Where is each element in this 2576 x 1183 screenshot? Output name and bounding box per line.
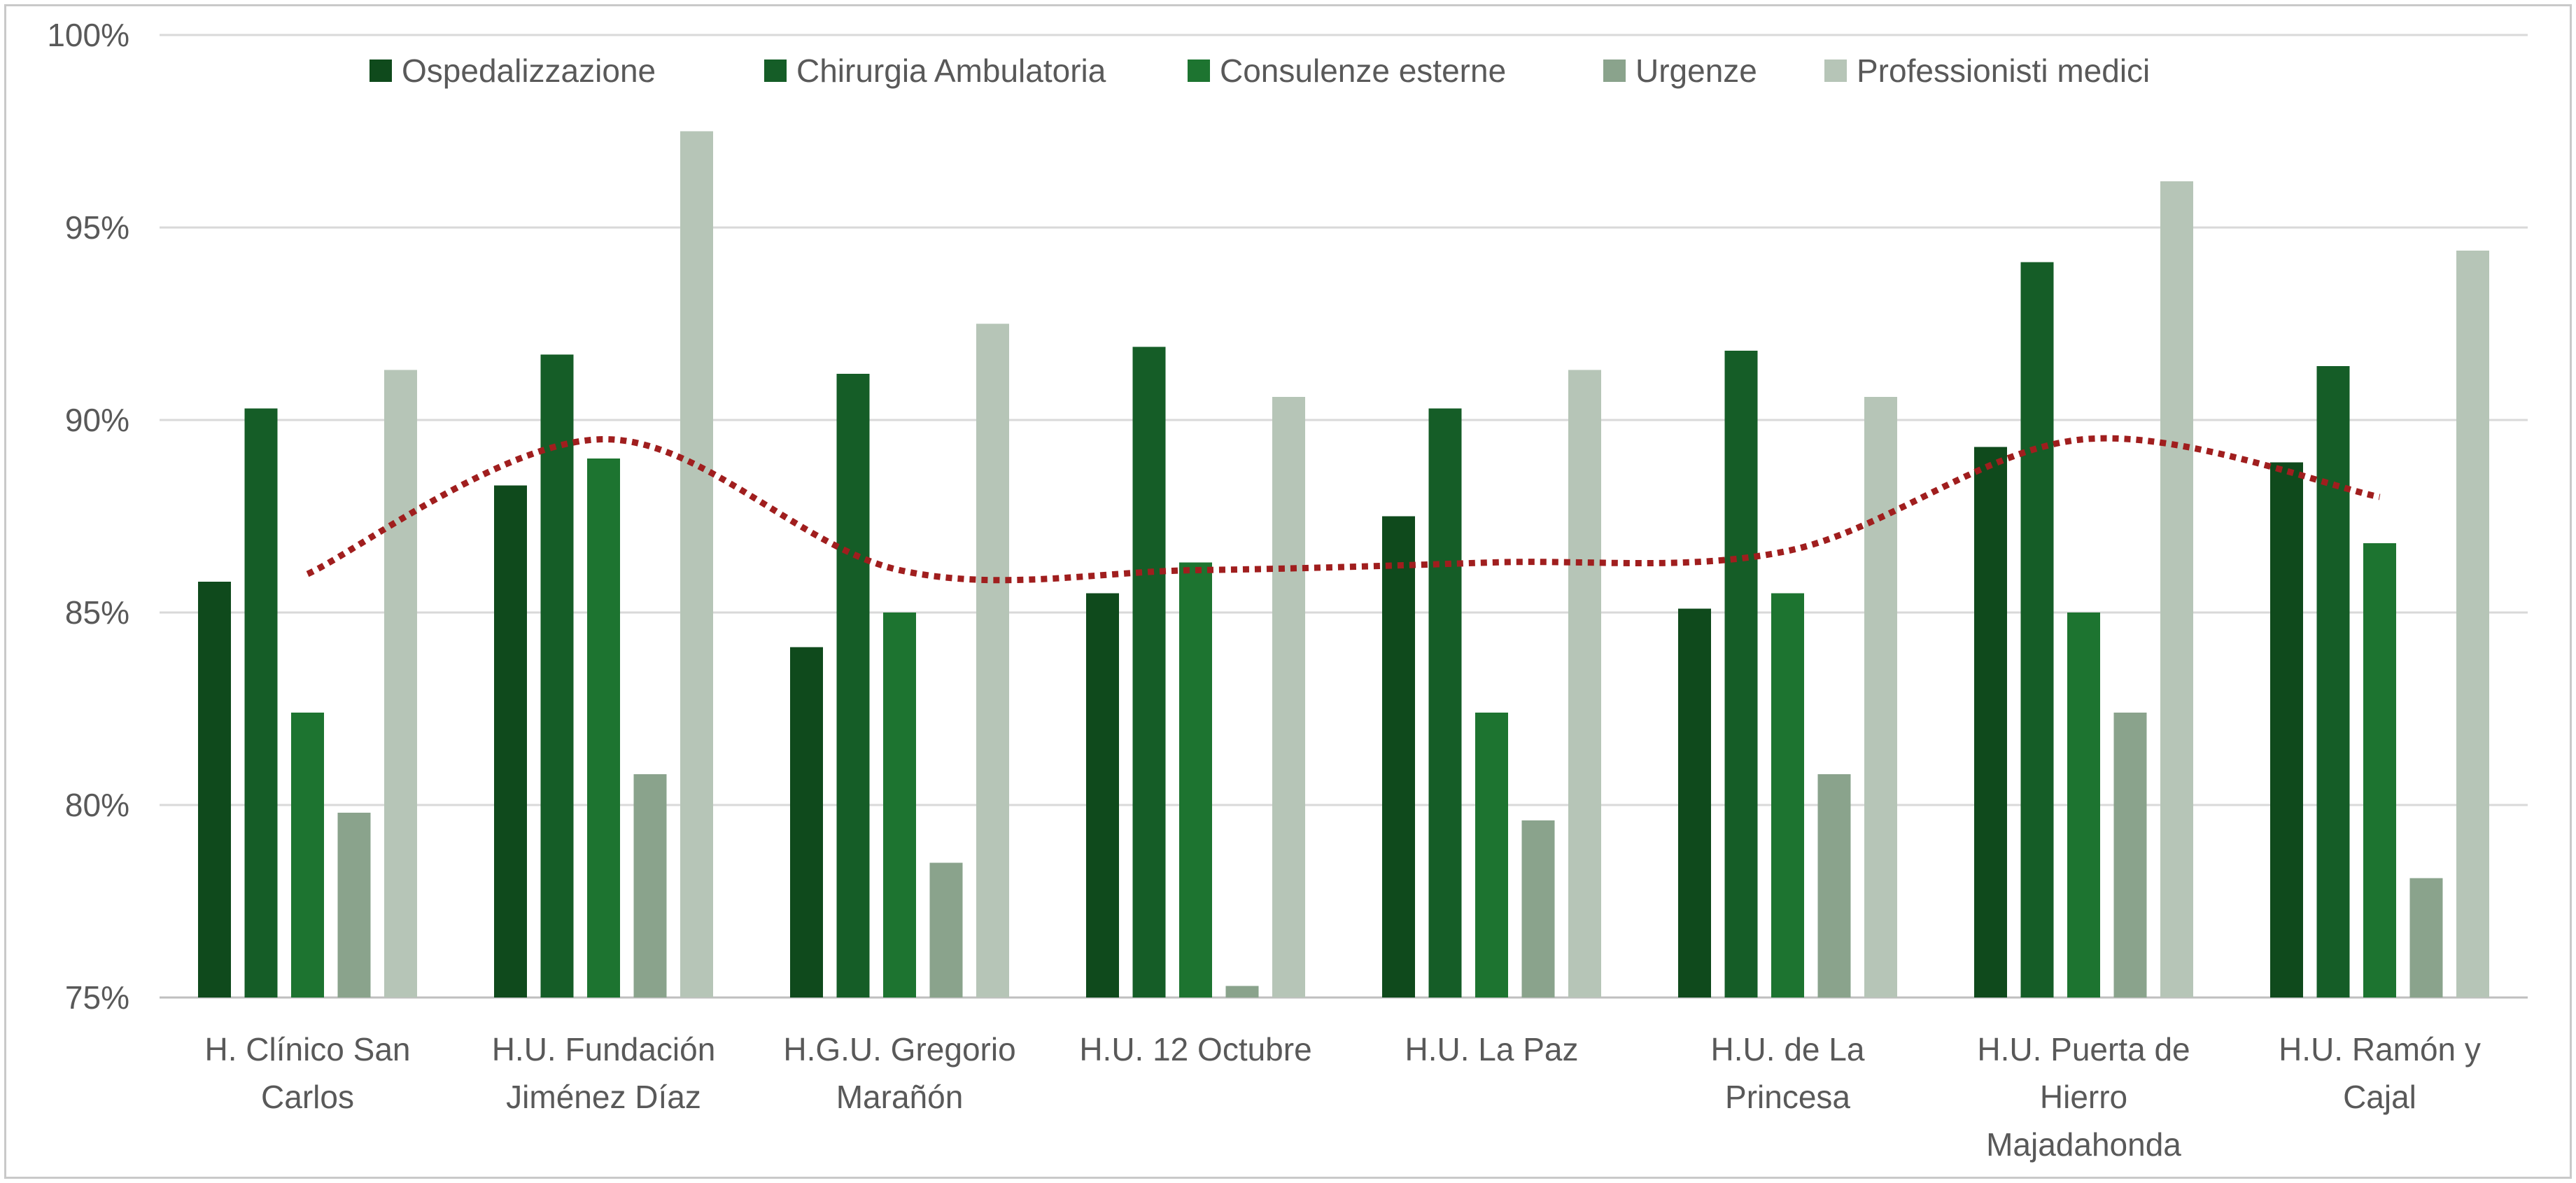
x-tick-label: H.G.U. Gregorio	[783, 1031, 1015, 1068]
y-tick-label: 100%	[47, 17, 129, 53]
x-tick-label: Majadahonda	[1986, 1126, 2181, 1163]
y-tick-label: 90%	[65, 402, 129, 438]
bar-ospedalizzazione	[1678, 608, 1711, 997]
legend-label: Consulenze esterne	[1220, 52, 1506, 89]
legend: Ospedalizzazione Chirurgia Ambulatoria Con…	[369, 52, 2150, 89]
bar-chirurgia-ambulatoria	[1132, 346, 1166, 997]
legend-swatch	[369, 59, 392, 82]
bar-ospedalizzazione	[494, 485, 527, 997]
bar-professionisti-medici	[2456, 251, 2489, 997]
bar-urgenze	[2409, 878, 2443, 997]
bar-ospedalizzazione	[2270, 462, 2303, 997]
bars	[198, 131, 2489, 997]
x-tick-label: H.U. La Paz	[1405, 1031, 1579, 1068]
bar-chirurgia-ambulatoria	[836, 374, 870, 997]
bar-ospedalizzazione	[1086, 593, 1119, 997]
legend-label: Chirurgia Ambulatoria	[796, 52, 1106, 89]
y-tick-label: 95%	[65, 209, 129, 246]
trendline-group	[306, 435, 2381, 584]
x-tick-label: Princesa	[1725, 1079, 1850, 1115]
x-tick-label: Jiménez Díaz	[506, 1079, 701, 1115]
bar-urgenze	[1817, 774, 1851, 997]
bar-ospedalizzazione	[1974, 447, 2007, 997]
x-tick-label: H.U. 12 Octubre	[1079, 1031, 1311, 1068]
bar-professionisti-medici	[2160, 181, 2193, 997]
bar-chirurgia-ambulatoria	[2316, 366, 2350, 997]
bar-consulenze-esterne	[587, 458, 620, 997]
x-tick-label: Hierro	[2040, 1079, 2127, 1115]
bar-consulenze-esterne	[2363, 543, 2396, 997]
x-tick-label: H. Clínico San	[204, 1031, 410, 1068]
bar-professionisti-medici	[680, 131, 713, 997]
bar-consulenze-esterne	[1771, 593, 1804, 997]
bar-professionisti-medici	[384, 370, 417, 997]
legend-label: Ospedalizzazione	[402, 52, 656, 89]
legend-label: Professionisti medici	[1857, 52, 2150, 89]
x-tick-label: H.U. Puerta de	[1977, 1031, 2190, 1068]
y-tick-label: 85%	[65, 594, 129, 631]
bar-urgenze	[1225, 986, 1259, 997]
y-tick-label: 80%	[65, 787, 129, 823]
x-tick-label: Cajal	[2343, 1079, 2416, 1115]
bar-chirurgia-ambulatoria	[540, 354, 574, 997]
bar-urgenze	[337, 813, 371, 997]
bar-ospedalizzazione	[1382, 516, 1415, 997]
x-tick-label: H.U. Fundación	[492, 1031, 716, 1068]
bar-urgenze	[929, 862, 963, 997]
bar-consulenze-esterne	[2067, 612, 2100, 997]
bar-chirurgia-ambulatoria	[1724, 351, 1758, 997]
bar-professionisti-medici	[1568, 370, 1601, 997]
x-tick-label: Carlos	[261, 1079, 354, 1115]
bar-consulenze-esterne	[883, 612, 916, 997]
bar-consulenze-esterne	[1475, 713, 1508, 997]
trendline	[306, 435, 2381, 584]
bar-consulenze-esterne	[291, 713, 324, 997]
legend-swatch	[1188, 59, 1210, 82]
bar-urgenze	[2113, 713, 2147, 997]
x-tick-label: H.U. de La	[1711, 1031, 1865, 1068]
x-tick-label: Marañón	[836, 1079, 964, 1115]
legend-swatch	[1603, 59, 1626, 82]
bar-professionisti-medici	[1272, 397, 1305, 997]
bar-chirurgia-ambulatoria	[2020, 262, 2054, 997]
bar-chirurgia-ambulatoria	[244, 408, 278, 997]
x-axis: H. Clínico San Carlos H.U. Fundación Jiméne…	[204, 1031, 2480, 1163]
y-tick-label: 75%	[65, 979, 129, 1016]
legend-swatch	[764, 59, 787, 82]
bar-chirurgia-ambulatoria	[1428, 408, 1462, 997]
bar-consulenze-esterne	[1179, 562, 1212, 997]
legend-swatch	[1824, 59, 1847, 82]
y-axis: 75% 80% 85% 90% 95% 100%	[47, 17, 129, 1016]
legend-label: Urgenze	[1635, 52, 1757, 89]
bar-urgenze	[633, 774, 667, 997]
bar-ospedalizzazione	[790, 647, 823, 997]
x-tick-label: H.U. Ramón y	[2279, 1031, 2481, 1068]
bar-professionisti-medici	[976, 323, 1009, 997]
bar-urgenze	[1521, 820, 1555, 997]
bar-professionisti-medici	[1864, 397, 1897, 997]
bar-ospedalizzazione	[198, 582, 231, 997]
